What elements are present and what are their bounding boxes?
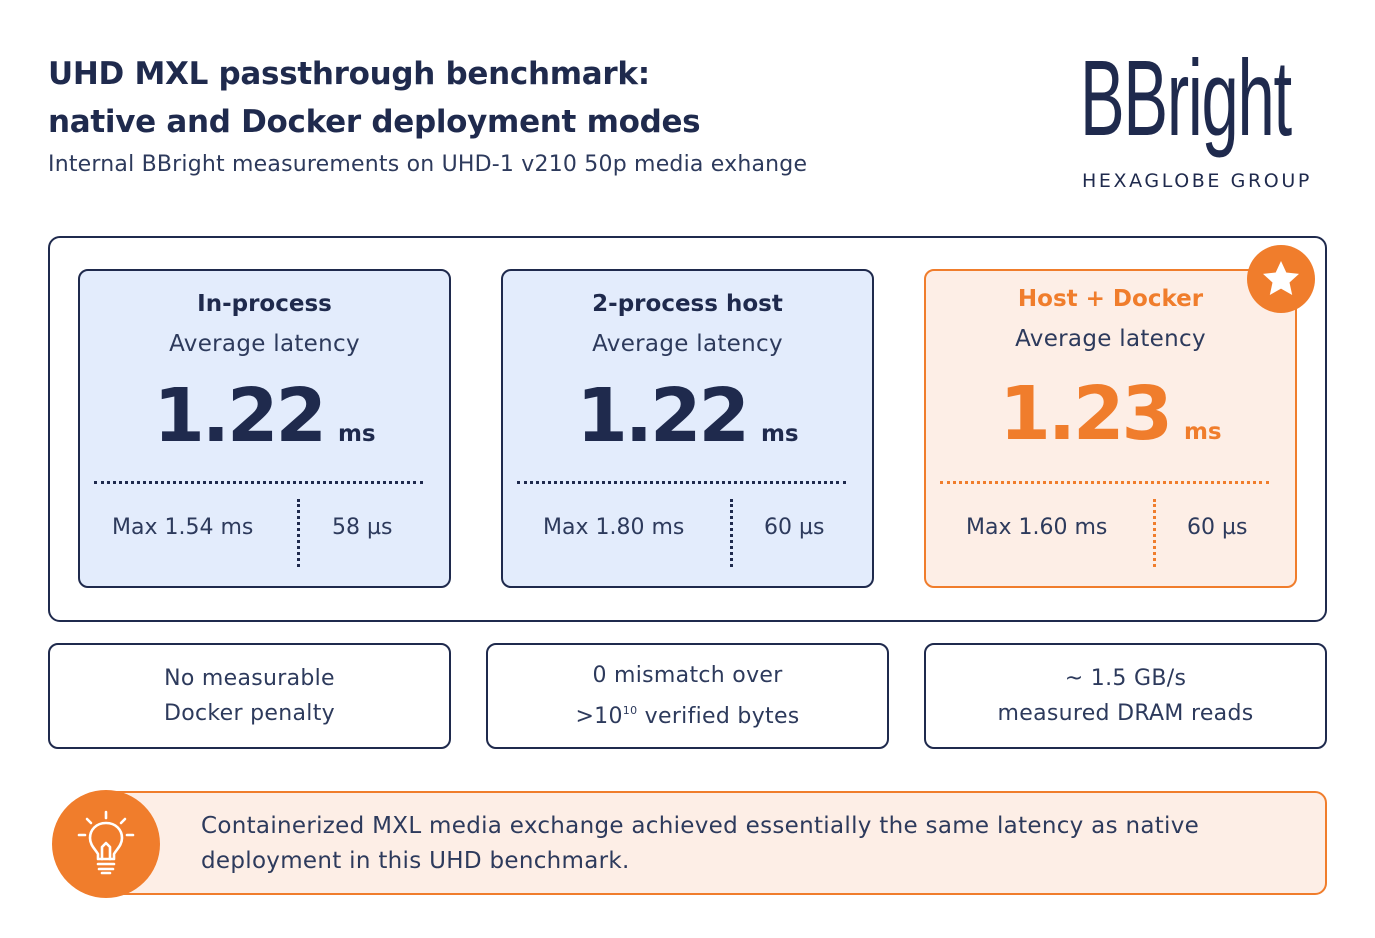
card-value: 1.22 <box>576 373 750 459</box>
card-title: 2-process host <box>592 291 783 317</box>
callout-text: Containerized MXL media exchange achieve… <box>201 813 1200 874</box>
fact-line: ~ 1.5 GB/s <box>1064 666 1187 691</box>
page-title: UHD MXL passthrough benchmark: native an… <box>48 50 1008 146</box>
title-line-2: native and Docker deployment modes <box>48 104 701 140</box>
fact-mismatch: 0 mismatch over >1010 verified bytes <box>486 643 889 749</box>
fact-exponent: 10 <box>622 704 638 717</box>
card-in-process: In-process Average latency 1.22 ms Max 1… <box>78 269 451 588</box>
card-metric-label: Average latency <box>592 331 783 357</box>
title-line-1: UHD MXL passthrough benchmark: <box>48 56 650 92</box>
card-host-docker: Host + Docker Average latency 1.23 ms Ma… <box>924 269 1297 588</box>
card-vertical-divider <box>297 499 300 567</box>
card-value: 1.22 <box>153 373 327 459</box>
card-unit: ms <box>1183 419 1222 445</box>
card-max-latency: Max 1.80 ms <box>543 515 685 540</box>
card-metric-label: Average latency <box>169 331 360 357</box>
logo-wordmark: BBright <box>1080 37 1292 158</box>
fact-line: measured DRAM reads <box>997 701 1254 726</box>
fact-suffix: verified bytes <box>637 704 800 729</box>
conclusion-callout: Containerized MXL media exchange achieve… <box>105 791 1327 895</box>
card-value-row: 1.22 ms <box>80 371 449 461</box>
card-divider <box>517 481 846 484</box>
fact-dram-reads: ~ 1.5 GB/s measured DRAM reads <box>924 643 1327 749</box>
card-2-process-host: 2-process host Average latency 1.22 ms M… <box>501 269 874 588</box>
card-title: In-process <box>197 291 332 317</box>
card-jitter: 60 µs <box>764 515 825 540</box>
latency-cards-panel <box>48 236 1327 622</box>
card-value-row: 1.23 ms <box>926 369 1295 459</box>
card-value-row: 1.22 ms <box>503 371 872 461</box>
card-vertical-divider <box>1153 499 1156 567</box>
fact-line: No measurable <box>164 666 335 691</box>
header: UHD MXL passthrough benchmark: native an… <box>48 50 1008 177</box>
card-max-latency: Max 1.60 ms <box>966 515 1108 540</box>
star-icon <box>1263 261 1299 295</box>
lightbulb-icon <box>77 810 135 875</box>
card-jitter: 60 µs <box>1187 515 1248 540</box>
card-jitter: 58 µs <box>332 515 393 540</box>
fact-line: >1010 verified bytes <box>488 693 887 734</box>
card-unit: ms <box>760 421 799 447</box>
fact-prefix: >10 <box>575 704 623 729</box>
card-unit: ms <box>337 421 376 447</box>
fact-line: Docker penalty <box>164 701 335 726</box>
fact-line: 0 mismatch over <box>592 663 783 688</box>
card-max-latency: Max 1.54 ms <box>112 515 254 540</box>
bbright-logo: BBright HEXAGLOBE GROUP <box>1080 38 1330 198</box>
card-divider <box>940 481 1269 484</box>
lightbulb-badge <box>52 790 160 898</box>
card-metric-label: Average latency <box>1015 326 1206 352</box>
logo-tagline: HEXAGLOBE GROUP <box>1082 170 1312 192</box>
card-value: 1.23 <box>999 371 1173 457</box>
card-title: Host + Docker <box>1017 286 1204 312</box>
star-badge <box>1247 245 1315 313</box>
fact-docker-penalty: No measurable Docker penalty <box>48 643 451 749</box>
card-vertical-divider <box>730 499 733 567</box>
page-subtitle: Internal BBright measurements on UHD-1 v… <box>48 152 808 177</box>
card-divider <box>94 481 423 484</box>
